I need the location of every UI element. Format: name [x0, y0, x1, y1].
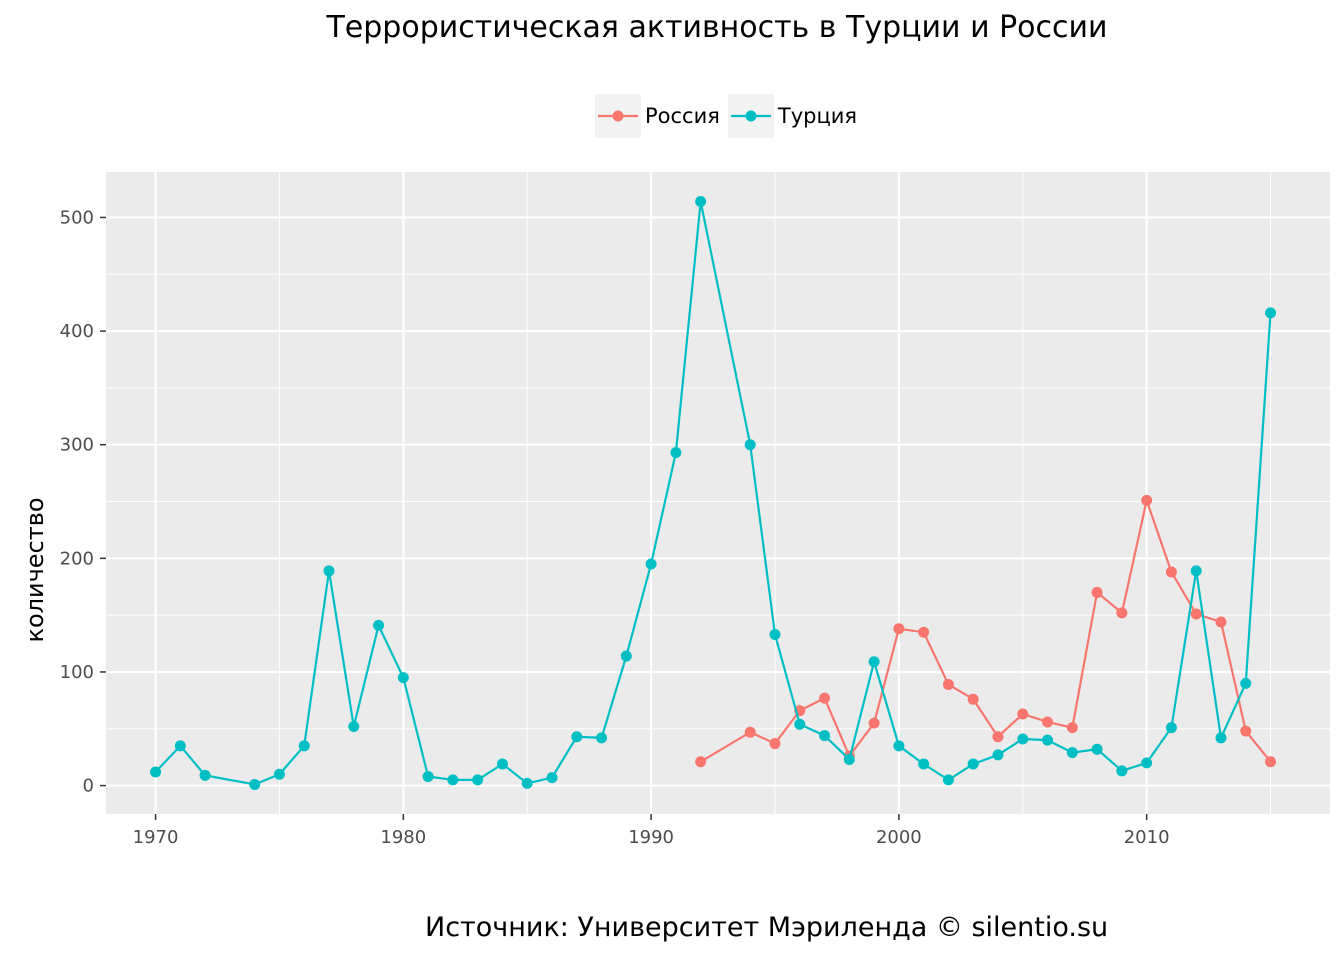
data-point-russia	[819, 692, 831, 704]
data-point-turkey	[422, 771, 434, 783]
data-point-turkey	[1091, 743, 1103, 755]
data-point-russia	[1240, 725, 1252, 737]
data-point-turkey	[571, 731, 583, 743]
data-point-turkey	[496, 758, 508, 770]
data-point-turkey	[1190, 565, 1202, 577]
data-point-turkey	[843, 753, 855, 765]
data-point-russia	[1091, 586, 1103, 598]
data-point-russia	[868, 717, 880, 729]
data-point-russia	[1190, 608, 1202, 620]
data-point-russia	[744, 726, 756, 738]
data-point-russia	[695, 756, 707, 768]
data-point-turkey	[620, 650, 632, 662]
data-point-turkey	[150, 766, 162, 778]
data-point-turkey	[1017, 733, 1029, 745]
legend: Россия Турция	[595, 94, 865, 138]
data-point-turkey	[323, 565, 335, 577]
data-point-turkey	[1066, 747, 1078, 759]
legend-key-turkey	[727, 94, 774, 138]
data-point-turkey	[1042, 734, 1054, 746]
data-point-turkey	[942, 774, 954, 786]
y-tick-label: 500	[60, 207, 94, 228]
data-point-russia	[893, 623, 905, 635]
data-point-russia	[992, 731, 1004, 743]
data-point-turkey	[893, 740, 905, 752]
source-caption: Источник: Университет Мэриленда © silent…	[425, 912, 1109, 943]
data-point-turkey	[249, 778, 261, 790]
y-tick-label: 100	[60, 662, 94, 683]
x-tick-label: 2010	[1124, 827, 1170, 848]
legend-label-russia: Россия	[645, 104, 720, 128]
data-point-russia	[1215, 616, 1227, 628]
data-point-turkey	[397, 672, 409, 684]
data-point-turkey	[819, 730, 831, 742]
data-point-russia	[1265, 756, 1277, 768]
data-point-russia	[967, 693, 979, 705]
data-point-turkey	[992, 749, 1004, 761]
data-point-turkey	[645, 558, 657, 570]
data-point-russia	[1042, 716, 1054, 728]
data-point-russia	[1165, 566, 1177, 578]
x-tick-label: 1980	[380, 827, 426, 848]
x-tick-label: 2000	[876, 827, 922, 848]
data-point-turkey	[1116, 765, 1128, 777]
legend-item-russia: Россия	[595, 94, 720, 138]
data-point-russia	[769, 738, 781, 750]
data-point-russia	[918, 626, 930, 638]
y-tick-label: 200	[60, 548, 94, 569]
data-point-turkey	[199, 769, 211, 781]
data-point-turkey	[348, 721, 360, 733]
data-point-turkey	[744, 439, 756, 451]
data-point-turkey	[1165, 722, 1177, 734]
y-tick-label: 0	[83, 776, 94, 797]
data-point-turkey	[670, 447, 682, 459]
data-point-russia	[942, 678, 954, 690]
data-point-turkey	[596, 732, 608, 744]
data-point-turkey	[695, 196, 707, 208]
data-point-turkey	[373, 619, 385, 631]
chart-title: Террористическая активность в Турции и Р…	[326, 10, 1108, 45]
data-point-turkey	[769, 628, 781, 640]
data-point-turkey	[174, 740, 186, 752]
data-point-turkey	[298, 740, 310, 752]
legend-key-russia	[595, 94, 641, 138]
data-point-russia	[1066, 722, 1078, 734]
legend-item-turkey: Турция	[727, 94, 858, 138]
x-tick-label: 1990	[628, 827, 674, 848]
data-point-turkey	[1240, 677, 1252, 689]
data-point-turkey	[1141, 757, 1153, 769]
data-point-russia	[1017, 708, 1029, 720]
y-tick-label: 400	[60, 321, 94, 342]
data-point-turkey	[794, 718, 806, 730]
data-point-turkey	[546, 772, 558, 784]
data-point-turkey	[273, 768, 285, 780]
data-point-turkey	[447, 774, 459, 786]
data-point-russia	[1116, 607, 1128, 619]
data-point-turkey	[918, 758, 930, 770]
data-point-turkey	[472, 774, 484, 786]
data-point-turkey	[1215, 732, 1227, 744]
data-point-russia	[1141, 494, 1153, 506]
data-point-turkey	[521, 777, 533, 789]
data-point-turkey	[967, 758, 979, 770]
x-tick-label: 1970	[133, 827, 179, 848]
data-point-turkey	[1265, 307, 1277, 319]
legend-label-turkey: Турция	[777, 104, 858, 128]
y-tick-label: 300	[60, 435, 94, 456]
data-point-turkey	[868, 656, 880, 668]
